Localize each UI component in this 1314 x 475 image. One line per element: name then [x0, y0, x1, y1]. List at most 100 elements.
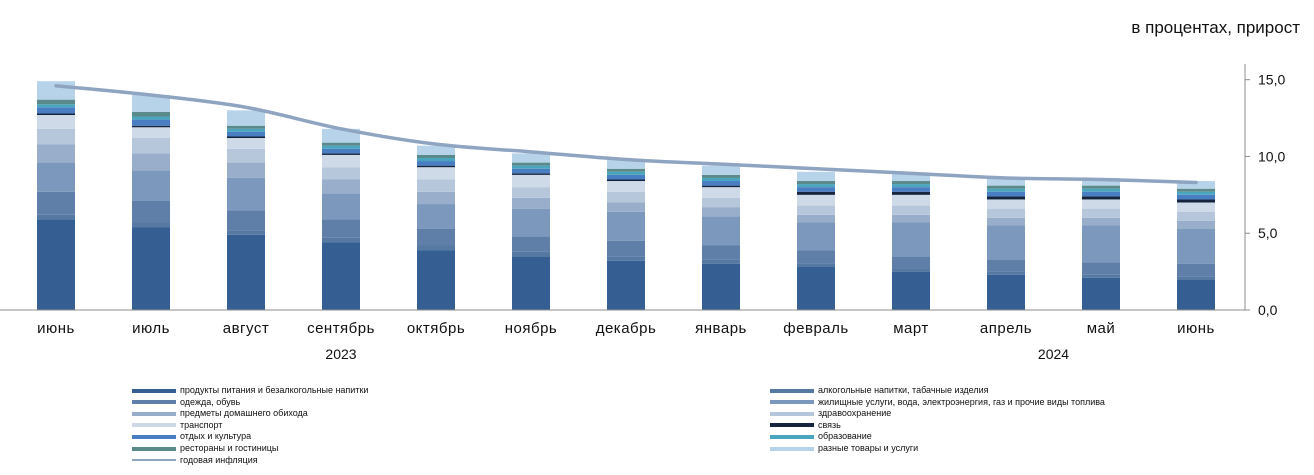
bar-segment-housing	[37, 162, 75, 192]
x-tick-label: май	[1087, 320, 1116, 337]
bar-segment-recreation	[322, 148, 360, 154]
legend-item-misc: разные товары и услуги	[770, 443, 918, 454]
legend-label: связь	[818, 419, 841, 430]
bar-segment-household	[607, 202, 645, 212]
legend-swatch	[132, 388, 176, 393]
bar-segment-education	[702, 177, 740, 182]
bar-segment-communication	[607, 179, 645, 182]
bar-segment-health	[987, 208, 1025, 218]
bar-segment-misc	[227, 110, 265, 126]
bar-segment-education	[987, 188, 1025, 192]
x-tick-label: октябрь	[407, 320, 465, 337]
bar-segment-food	[892, 271, 930, 310]
bar-segment-restaurants	[797, 181, 835, 185]
bar-segment-housing	[322, 193, 360, 220]
legend-item-education: образование	[770, 431, 872, 442]
legend-label: годовая инфляция	[180, 454, 258, 465]
legend-label: одежда, обувь	[180, 396, 241, 407]
bar-segment-recreation	[132, 119, 170, 126]
bar-segment-alcohol	[322, 237, 360, 243]
bar-segment-recreation	[417, 161, 455, 166]
bar-segment-alcohol	[227, 230, 265, 235]
bar-segment-education	[1177, 191, 1215, 195]
legend-label: образование	[818, 431, 872, 442]
legend-label: предметы домашнего обихода	[180, 408, 308, 419]
bar-segment-clothing	[607, 240, 645, 257]
bar-segment-housing	[797, 222, 835, 251]
x-tick-label: июль	[132, 320, 170, 337]
bar-segment-restaurants	[322, 142, 360, 146]
bar-segment-restaurants	[512, 162, 550, 166]
bar-segment-misc	[1177, 181, 1215, 189]
bar-segment-transport	[702, 187, 740, 198]
bar-segment-food	[1177, 279, 1215, 310]
bar-segment-recreation	[227, 131, 265, 137]
x-tick-label: декабрь	[596, 320, 657, 337]
bar-segment-food	[227, 234, 265, 310]
bar-segment-food	[132, 227, 170, 310]
bar-segment-transport	[987, 199, 1025, 209]
legend-swatch	[132, 446, 176, 451]
bar-segment-alcohol	[607, 256, 645, 261]
bar-segment-housing	[132, 170, 170, 201]
bar-segment-misc	[1082, 177, 1120, 186]
bar-segment-clothing	[1177, 263, 1215, 277]
bar-segment-transport	[37, 114, 75, 129]
bar-segment-transport	[227, 138, 265, 149]
x-axis-labels: июнь июль август сентябрь октябрь ноябрь декаб…	[37, 320, 1214, 362]
bar-segment-restaurants	[987, 185, 1025, 189]
bar-segment-education	[227, 128, 265, 132]
legend-item-food: продукты питания и безалкогольные напитк…	[132, 385, 368, 396]
bar-segment-food	[37, 219, 75, 310]
bar-segment-household	[37, 144, 75, 163]
legend-item-restaurants: рестораны и гостиницы	[132, 443, 278, 454]
legend-swatch	[770, 446, 814, 451]
bar-segment-food	[417, 250, 455, 310]
bar-segment-alcohol	[417, 245, 455, 251]
bar-segment-restaurants	[417, 154, 455, 158]
bar-segment-housing	[987, 225, 1025, 260]
x-tick-label: апрель	[980, 320, 1032, 337]
bar-segment-housing	[892, 222, 930, 257]
legend-label: продукты питания и безалкогольные напитк…	[180, 385, 369, 395]
bar-segment-transport	[322, 154, 360, 168]
bar-segment-clothing	[797, 250, 835, 264]
bar-segment-communication	[702, 185, 740, 188]
bar-segment-communication	[987, 196, 1025, 200]
legend-swatch	[132, 459, 176, 462]
bar-segment-health	[512, 187, 550, 198]
bar-segment-recreation	[607, 174, 645, 180]
bar-segment-household	[987, 217, 1025, 226]
legend-item-health: здравоохранение	[770, 408, 891, 419]
bar-segment-health	[1177, 211, 1215, 221]
bar-segment-misc	[892, 173, 930, 182]
legend-label: разные товары и услуги	[818, 443, 919, 453]
legend-swatch	[770, 423, 814, 428]
bar-segment-communication	[512, 173, 550, 175]
bar-segment-health	[132, 138, 170, 154]
legend-swatch	[770, 400, 814, 405]
legend-item-alcohol: алкогольные напитки, табачные изделия	[770, 385, 989, 396]
bar-segment-food	[797, 267, 835, 310]
bar-segment-restaurants	[702, 174, 740, 178]
bar-segment-misc	[702, 165, 740, 175]
bar-segment-education	[132, 116, 170, 120]
bar-segment-housing	[607, 211, 645, 241]
bar-segment-household	[512, 197, 550, 209]
legend: продукты питания и безалкогольные напитк…	[0, 384, 1314, 475]
legend-label: алкогольные напитки, табачные изделия	[818, 385, 989, 395]
legend-item-clothing: одежда, обувь	[132, 397, 240, 408]
bar-segment-food	[607, 260, 645, 310]
bar-segment-household	[892, 214, 930, 223]
bar-segment-housing	[1082, 225, 1120, 263]
bar-segment-clothing	[37, 191, 75, 215]
bar-segment-housing	[702, 216, 740, 246]
y-tick-label: 0,0	[1258, 302, 1278, 318]
bar-segment-transport	[512, 174, 550, 188]
bar-segment-communication	[417, 165, 455, 168]
bar-segment-clothing	[512, 236, 550, 252]
bar-segment-education	[417, 157, 455, 162]
legend-label: жилищные услуги, вода, электроэнергия, г…	[818, 396, 1105, 407]
bar-segment-recreation	[1082, 191, 1120, 197]
bar-segment-clothing	[322, 219, 360, 238]
